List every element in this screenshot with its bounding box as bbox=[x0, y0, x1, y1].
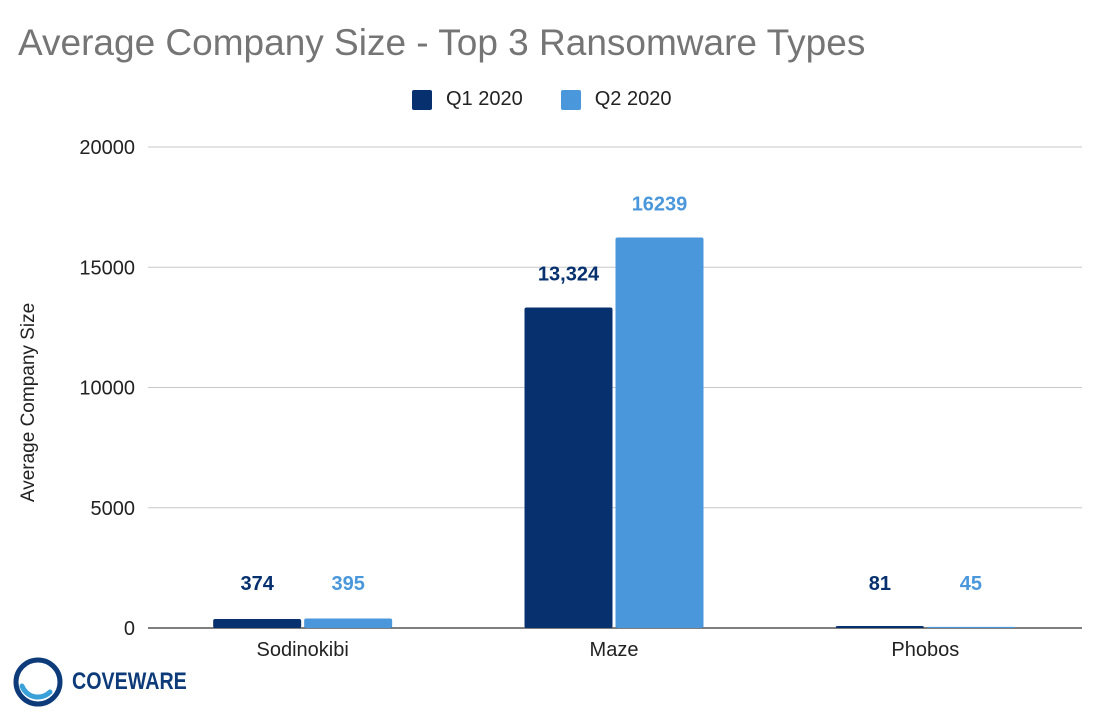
data-label: 45 bbox=[960, 573, 982, 595]
coveware-logo-icon bbox=[13, 657, 63, 707]
legend-label-q1: Q1 2020 bbox=[446, 88, 523, 110]
data-label: 16239 bbox=[632, 193, 688, 215]
legend: Q1 2020 Q2 2020 bbox=[412, 88, 709, 111]
bar bbox=[926, 626, 1015, 628]
coveware-logo: COVEWARE bbox=[12, 656, 212, 708]
x-tick-label: Sodinokibi bbox=[257, 639, 349, 661]
y-tick-label: 15000 bbox=[79, 257, 135, 279]
legend-swatch-q2 bbox=[560, 89, 581, 110]
y-tick-label: 10000 bbox=[79, 378, 135, 400]
data-label: 395 bbox=[331, 573, 364, 595]
bar bbox=[524, 307, 613, 628]
bar bbox=[835, 626, 924, 628]
legend-swatch-q1 bbox=[412, 89, 432, 110]
y-axis-label: Average Company Size bbox=[18, 303, 39, 502]
legend-label-q2: Q2 2020 bbox=[594, 88, 672, 110]
legend-item-q2: Q2 2020 bbox=[560, 88, 672, 111]
data-label: 81 bbox=[869, 573, 891, 595]
y-tick-label: 5000 bbox=[91, 498, 136, 520]
chart-title: Average Company Size - Top 3 Ransomware … bbox=[18, 22, 866, 63]
x-tick-label: Phobos bbox=[891, 639, 959, 661]
coveware-logo-text: COVEWARE bbox=[72, 668, 187, 695]
bar bbox=[304, 618, 393, 628]
y-tick-label: 20000 bbox=[79, 137, 135, 159]
legend-item-q1: Q1 2020 bbox=[412, 88, 523, 111]
x-tick-label: Maze bbox=[590, 639, 639, 661]
data-label: 374 bbox=[240, 573, 274, 595]
y-tick-label: 0 bbox=[124, 618, 135, 640]
bar bbox=[213, 619, 302, 628]
data-label: 13,324 bbox=[538, 264, 600, 286]
bar bbox=[615, 237, 704, 628]
